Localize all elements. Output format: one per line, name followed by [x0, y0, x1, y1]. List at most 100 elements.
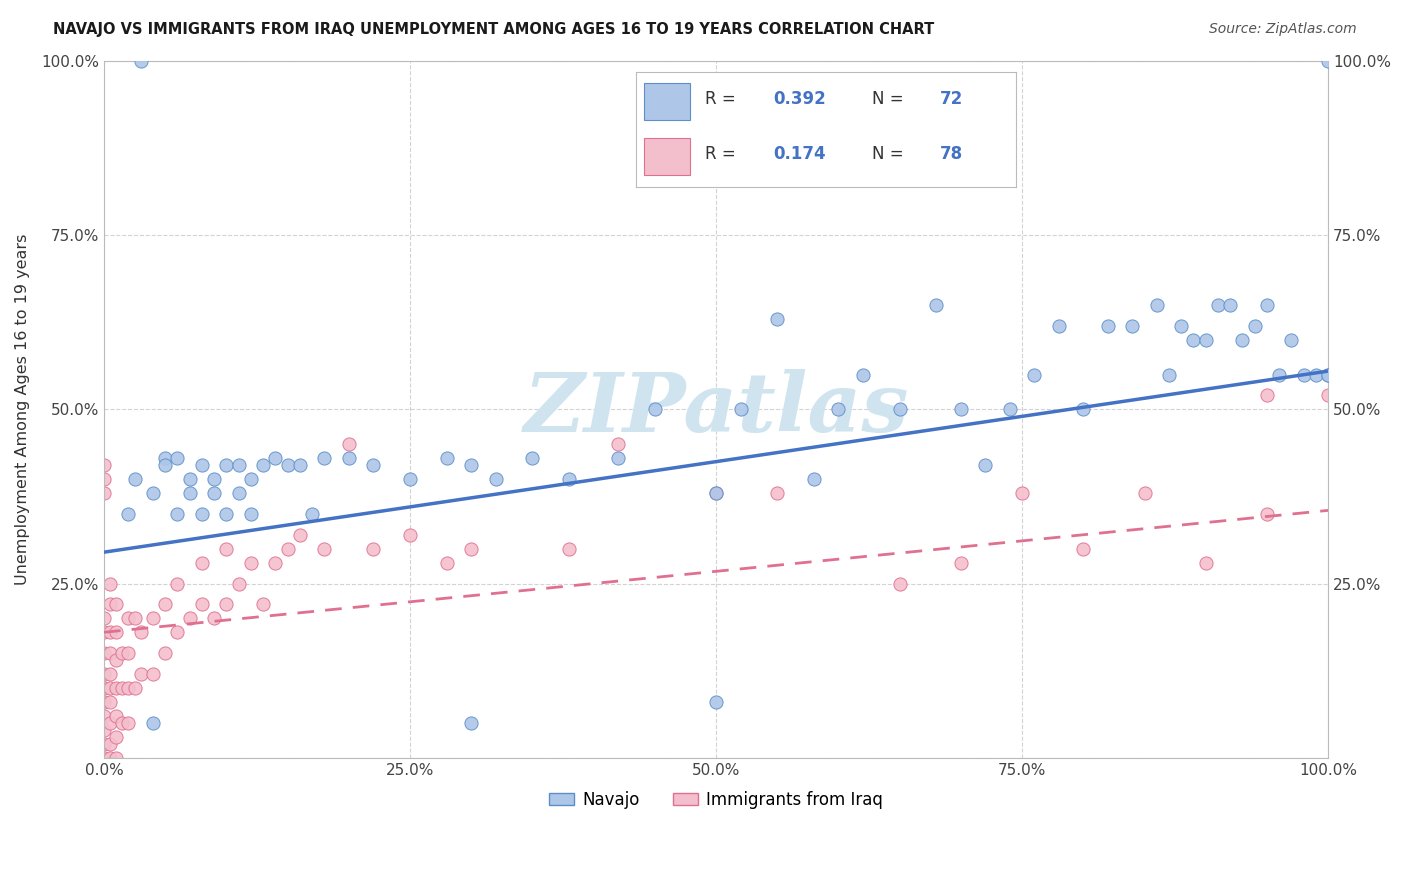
Point	[288, 528, 311, 542]
Point	[264, 451, 287, 466]
Point	[93, 625, 115, 640]
Point	[105, 750, 128, 764]
Point	[399, 528, 422, 542]
Point	[460, 541, 482, 556]
Point	[1292, 368, 1315, 382]
Point	[166, 507, 188, 521]
Point	[889, 402, 911, 417]
Point	[766, 311, 789, 326]
Point	[1256, 388, 1278, 402]
Point	[1256, 298, 1278, 312]
Point	[1097, 318, 1119, 333]
Point	[264, 556, 287, 570]
Point	[93, 695, 115, 709]
Point	[1243, 318, 1265, 333]
Point	[117, 507, 139, 521]
Point	[142, 715, 165, 730]
Point	[1182, 333, 1205, 347]
Point	[215, 507, 238, 521]
Point	[239, 556, 262, 570]
Point	[644, 402, 666, 417]
Point	[93, 723, 115, 737]
Point	[889, 576, 911, 591]
Point	[191, 458, 214, 472]
Point	[1071, 541, 1094, 556]
Point	[1305, 368, 1327, 382]
Point	[166, 451, 188, 466]
Point	[117, 681, 139, 695]
Point	[1011, 486, 1033, 500]
Point	[191, 598, 214, 612]
Point	[215, 458, 238, 472]
Point	[142, 611, 165, 625]
Point	[105, 598, 128, 612]
Point	[852, 368, 875, 382]
Point	[314, 451, 336, 466]
Point	[558, 472, 581, 486]
Text: Source: ZipAtlas.com: Source: ZipAtlas.com	[1209, 22, 1357, 37]
Point	[98, 625, 121, 640]
Point	[1317, 388, 1340, 402]
Point	[142, 667, 165, 681]
Point	[202, 486, 225, 500]
Point	[105, 730, 128, 744]
Point	[179, 611, 201, 625]
Point	[105, 681, 128, 695]
Point	[460, 458, 482, 472]
Point	[98, 667, 121, 681]
Text: NAVAJO VS IMMIGRANTS FROM IRAQ UNEMPLOYMENT AMONG AGES 16 TO 19 YEARS CORRELATIO: NAVAJO VS IMMIGRANTS FROM IRAQ UNEMPLOYM…	[53, 22, 935, 37]
Point	[228, 486, 250, 500]
Point	[974, 458, 997, 472]
Point	[766, 486, 789, 500]
Point	[111, 715, 134, 730]
Point	[228, 576, 250, 591]
Point	[1317, 368, 1340, 382]
Point	[1317, 54, 1340, 69]
Point	[202, 472, 225, 486]
Point	[925, 298, 948, 312]
Point	[202, 611, 225, 625]
Point	[166, 576, 188, 591]
Point	[191, 556, 214, 570]
Point	[228, 458, 250, 472]
Point	[239, 507, 262, 521]
Point	[124, 611, 146, 625]
Point	[215, 598, 238, 612]
Point	[1047, 318, 1070, 333]
Point	[93, 611, 115, 625]
Point	[1317, 368, 1340, 382]
Point	[117, 611, 139, 625]
Point	[93, 750, 115, 764]
Point	[1232, 333, 1254, 347]
Text: ZIPatlas: ZIPatlas	[523, 369, 908, 450]
Point	[607, 437, 630, 451]
Point	[215, 541, 238, 556]
Point	[105, 625, 128, 640]
Point	[558, 541, 581, 556]
Point	[93, 667, 115, 681]
Point	[93, 472, 115, 486]
Legend: Navajo, Immigrants from Iraq: Navajo, Immigrants from Iraq	[543, 784, 890, 815]
Point	[522, 451, 544, 466]
Point	[117, 715, 139, 730]
Point	[1219, 298, 1241, 312]
Point	[399, 472, 422, 486]
Point	[704, 486, 727, 500]
Point	[98, 681, 121, 695]
Point	[153, 598, 176, 612]
Point	[93, 681, 115, 695]
Point	[1195, 556, 1218, 570]
Point	[277, 458, 299, 472]
Point	[1256, 507, 1278, 521]
Point	[1133, 486, 1156, 500]
Point	[98, 695, 121, 709]
Point	[129, 667, 152, 681]
Point	[1121, 318, 1143, 333]
Point	[436, 451, 458, 466]
Point	[337, 437, 360, 451]
Point	[288, 458, 311, 472]
Point	[98, 598, 121, 612]
Point	[142, 486, 165, 500]
Point	[166, 625, 188, 640]
Point	[1024, 368, 1046, 382]
